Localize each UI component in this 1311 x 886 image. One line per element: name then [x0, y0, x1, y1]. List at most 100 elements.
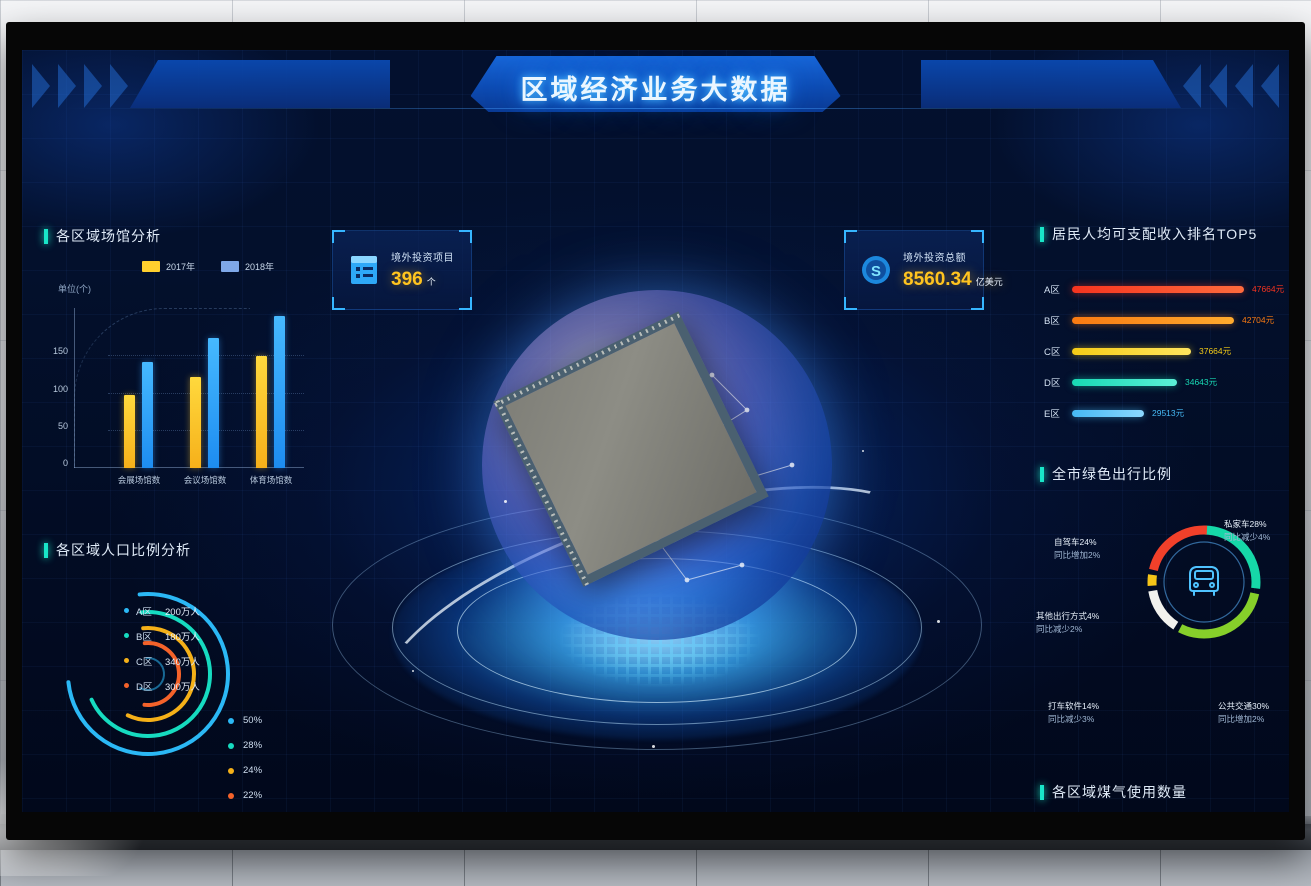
legend-label-2018: 2018年 [245, 262, 275, 272]
travel-label-private-car: 私家车28% 同比减少4% [1224, 518, 1270, 544]
travel-label-sub: 同比减少3% [1048, 714, 1095, 725]
x-tick-label: 会展场馆数 [117, 475, 161, 485]
header-divider [62, 108, 1249, 109]
dollar-coin-icon: S [859, 253, 893, 287]
particle [652, 745, 655, 748]
legend-label: 22% [243, 790, 263, 801]
bar-2017[interactable] [256, 356, 267, 468]
legend-swatch-2018 [221, 261, 240, 272]
gridline [108, 393, 304, 394]
income-region: B区 [1044, 316, 1060, 327]
gridline [108, 355, 304, 356]
income-value: 34643元 [1185, 377, 1218, 387]
venue-analysis-panel: 各区域场馆分析 单位(个) 2017年 2018年 [36, 220, 326, 510]
income-bar [1072, 347, 1191, 355]
venue-chart-legend: 2017年 2018年 [142, 260, 274, 273]
bullet-dot [124, 608, 129, 613]
bar-group[interactable] [124, 362, 153, 468]
income-row[interactable]: D区 34643元 [1044, 375, 1217, 389]
population-ratio-panel: 各区域人口比例分析 A区 200万人 [36, 536, 326, 812]
title-accent-bar [1040, 226, 1044, 242]
bar-2018[interactable] [142, 362, 153, 468]
income-ranking-panel: 居民人均可支配收入排名TOP5 A区 47664元 B区 42704元 C区 3… [1032, 220, 1289, 430]
income-region: E区 [1044, 409, 1060, 420]
ring-d [115, 641, 181, 707]
car-icon [1189, 566, 1219, 596]
particle [937, 620, 940, 623]
y-tick-100: 100 [52, 384, 68, 394]
list-item: C区 340万人 [124, 648, 200, 673]
header-banner-shape [470, 56, 841, 112]
income-row[interactable]: B区 42704元 [1044, 313, 1274, 327]
income-value: 29513元 [1152, 408, 1185, 418]
kpi-card-overseas-amount[interactable]: S 境外投资总额 8560.34 亿美元 [844, 230, 1003, 310]
ring-c [100, 626, 196, 722]
donut-seg-public-transit [1147, 525, 1261, 639]
income-row[interactable]: A区 47664元 [1044, 282, 1284, 296]
income-bar [1072, 285, 1244, 293]
legend-item: 28% [228, 733, 262, 758]
legend-item: 50% [228, 708, 262, 733]
ring-a [66, 592, 230, 756]
center-visual-stage [322, 200, 992, 812]
header-wing-right [921, 60, 1181, 108]
bullet-dot [124, 633, 129, 638]
travel-panel-title: 全市绿色出行比例 [1040, 464, 1172, 484]
kpi-label: 境外投资项目 [391, 253, 454, 264]
population-percent-legend: 50% 28% 24% 22% [228, 708, 262, 808]
list-item: B区 180万人 [124, 623, 200, 648]
bar-2018[interactable] [208, 338, 219, 468]
page-title: 区域经济业务大数据 [520, 75, 791, 105]
region-key: D区 [136, 681, 153, 693]
region-key: A区 [136, 606, 152, 618]
y-tick-50: 50 [57, 421, 68, 431]
y-tick-150: 150 [52, 346, 68, 356]
income-row[interactable]: C区 37664元 [1044, 344, 1231, 358]
region-key: C区 [136, 656, 153, 668]
bullet-dot [124, 683, 129, 688]
legend-label: 50% [243, 715, 263, 726]
population-panel-title: 各区域人口比例分析 [44, 540, 191, 560]
venue-panel-title-text: 各区域场馆分析 [56, 228, 161, 244]
x-axis-line [74, 467, 304, 468]
kpi-label: 境外投资总额 [903, 253, 966, 264]
legend-swatch-2017 [142, 261, 160, 272]
list-item: D区 300万人 [124, 673, 200, 698]
income-panel-title-text: 居民人均可支配收入排名TOP5 [1052, 226, 1258, 242]
legend-dot [228, 767, 234, 774]
income-value: 42704元 [1242, 315, 1275, 325]
venue-bar-chart-plot: 0 50 100 150 会展场馆数 会议场馆数 体育场馆数 [53, 308, 304, 485]
kpi-card-overseas-projects[interactable]: 境外投资项目 396 个 [332, 230, 472, 310]
gas-usage-panel: 各区域煤气使用数量 单位(万立方米) [1032, 778, 1289, 812]
legend-dot [228, 717, 234, 724]
legend-item: 24% [228, 758, 262, 783]
title-accent-bar [1040, 784, 1044, 800]
population-panel-title-text: 各区域人口比例分析 [56, 542, 191, 558]
title-accent-bar [44, 228, 48, 244]
income-region: A区 [1044, 285, 1060, 296]
header-chevrons-left [28, 64, 148, 108]
legend-item: 2018年 [221, 260, 274, 273]
svg-text:S: S [871, 263, 881, 280]
venue-panel-title: 各区域场馆分析 [44, 226, 161, 246]
title-accent-bar [44, 542, 48, 558]
travel-label-text: 其他出行方式4% [1036, 611, 1100, 621]
particle [504, 500, 507, 503]
travel-donut-chart[interactable] [1144, 522, 1264, 642]
bar-2017[interactable] [190, 377, 201, 468]
legend-dot [228, 792, 234, 799]
travel-label-public-transit: 公共交通30% 同比增加2% [1218, 700, 1269, 726]
green-travel-panel: 全市绿色出行比例 [1032, 460, 1289, 750]
income-region: D区 [1044, 378, 1061, 389]
bar-2018[interactable] [274, 316, 285, 468]
particle [862, 450, 864, 452]
bar-group[interactable] [256, 316, 285, 468]
travel-label-sub: 同比增加2% [1218, 714, 1265, 725]
x-tick-label: 体育场馆数 [249, 475, 293, 485]
particle [412, 670, 414, 672]
income-value: 37664元 [1199, 346, 1232, 356]
bar-2017[interactable] [124, 395, 135, 468]
bar-group[interactable] [190, 338, 219, 468]
income-row[interactable]: E区 29513元 [1044, 406, 1184, 420]
travel-label-sub: 同比减少4% [1224, 532, 1271, 543]
